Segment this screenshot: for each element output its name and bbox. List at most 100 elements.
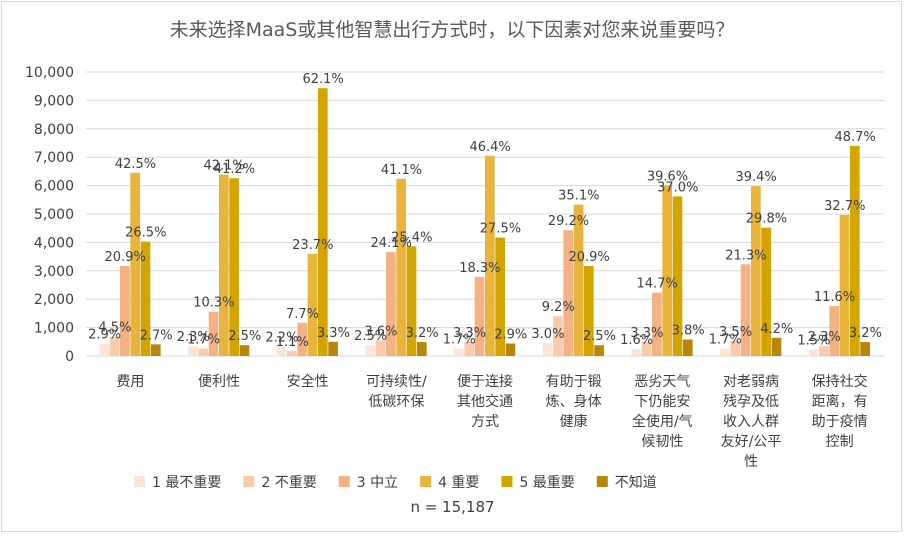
y-tick-label: 5,000 bbox=[34, 207, 74, 223]
bar bbox=[682, 339, 693, 356]
data-label: 3.3% bbox=[453, 326, 486, 341]
bar bbox=[662, 185, 673, 356]
legend-label: 1 最不重要 bbox=[152, 475, 221, 491]
bar bbox=[594, 345, 604, 356]
x-tick-label: 距离，有 bbox=[812, 393, 868, 410]
x-tick-label: 助于疫情 bbox=[812, 414, 868, 430]
bar bbox=[761, 227, 771, 356]
y-tick-label: 8,000 bbox=[34, 122, 74, 138]
data-label: 1.6% bbox=[620, 333, 653, 348]
bar bbox=[365, 345, 376, 356]
data-label: 14.7% bbox=[637, 277, 678, 292]
data-label: 21.3% bbox=[725, 248, 766, 263]
data-label: 20.9% bbox=[105, 250, 146, 265]
data-label: 3.5% bbox=[719, 325, 752, 340]
bar bbox=[740, 264, 751, 356]
x-tick-label: 候韧性 bbox=[641, 434, 683, 450]
data-label: 41.2% bbox=[214, 162, 255, 177]
legend-label: 不知道 bbox=[615, 474, 657, 491]
legend-swatch bbox=[243, 476, 255, 487]
bar bbox=[652, 292, 662, 356]
bar bbox=[542, 342, 553, 356]
data-label: 2.5% bbox=[228, 329, 261, 344]
y-tick-label: 2,000 bbox=[34, 292, 74, 308]
data-label: 42.5% bbox=[115, 157, 156, 172]
x-tick-label: 全使用/气 bbox=[632, 413, 693, 430]
bar bbox=[208, 311, 219, 356]
bar bbox=[188, 346, 198, 356]
y-tick-label: 1,000 bbox=[34, 321, 74, 337]
legend-swatch bbox=[134, 476, 145, 487]
data-label: 48.7% bbox=[834, 130, 875, 145]
data-label: 39.6% bbox=[647, 169, 688, 184]
y-tick-label: 9,000 bbox=[34, 93, 74, 109]
data-label: 3.3% bbox=[317, 326, 350, 341]
data-label: 3.8% bbox=[672, 324, 705, 339]
data-label: 20.9% bbox=[568, 250, 609, 265]
x-tick-label: 下仍能安 bbox=[634, 394, 690, 410]
bar bbox=[771, 337, 782, 356]
data-label: 1.5% bbox=[797, 333, 830, 348]
chart-title: 未来选择MaaS或其他智慧出行方式时，以下因素对您来说重要吗？ bbox=[170, 19, 735, 41]
x-tick-label: 其他交通 bbox=[457, 393, 513, 410]
data-label: 32.7% bbox=[824, 199, 865, 214]
legend-label: 4 重要 bbox=[438, 475, 479, 491]
x-tick-label: 便利性 bbox=[198, 374, 240, 390]
data-label: 46.4% bbox=[469, 140, 510, 155]
legend-swatch bbox=[596, 476, 608, 487]
x-tick-label: 控制 bbox=[826, 434, 854, 450]
legend-swatch bbox=[338, 476, 350, 487]
data-label: 24.1% bbox=[371, 236, 412, 251]
bar bbox=[563, 230, 574, 356]
bar bbox=[454, 348, 464, 356]
data-label: 1.7% bbox=[709, 333, 742, 348]
bar bbox=[495, 237, 505, 356]
bar bbox=[829, 306, 840, 356]
data-label: 3.3% bbox=[630, 326, 663, 341]
data-label: 18.3% bbox=[459, 261, 500, 276]
data-label: 3.0% bbox=[531, 327, 564, 342]
data-label: 3.2% bbox=[849, 326, 882, 341]
bar bbox=[553, 316, 563, 356]
data-label: 10.3% bbox=[193, 296, 234, 311]
bar bbox=[730, 340, 741, 356]
x-tick-label: 炼、身体 bbox=[546, 394, 602, 410]
bar bbox=[406, 246, 417, 356]
data-label: 62.1% bbox=[302, 72, 343, 87]
y-tick-label: 3,000 bbox=[34, 264, 74, 280]
bar bbox=[474, 277, 485, 356]
bar bbox=[239, 345, 250, 356]
bar bbox=[99, 343, 110, 356]
data-label: 1.7% bbox=[443, 333, 476, 348]
bar bbox=[819, 346, 829, 356]
y-tick-label: 10,000 bbox=[25, 65, 74, 81]
data-label: 35.1% bbox=[558, 189, 599, 204]
legend-swatch bbox=[420, 476, 432, 487]
data-label: 2.5% bbox=[583, 329, 616, 344]
bars bbox=[99, 88, 870, 357]
bar bbox=[583, 265, 594, 356]
x-tick-label: 有助于锻 bbox=[546, 374, 602, 390]
x-tick-label: 恶劣天气 bbox=[634, 374, 690, 390]
legend: 1 最不重要 2 不重要 3 中立 4 重要 5 最重要 不知道 bbox=[134, 474, 657, 491]
bar bbox=[505, 343, 516, 356]
data-label: 4.5% bbox=[98, 321, 131, 336]
data-label: 39.4% bbox=[735, 170, 776, 185]
data-label: 37.0% bbox=[657, 180, 698, 195]
bar bbox=[287, 351, 297, 356]
bar bbox=[140, 241, 151, 356]
x-tick-label: 保持社交 bbox=[812, 373, 868, 390]
bar bbox=[808, 349, 819, 356]
bar bbox=[672, 196, 683, 356]
data-label: 2.3% bbox=[808, 330, 841, 345]
bar bbox=[416, 342, 427, 356]
data-label: 11.6% bbox=[814, 290, 855, 305]
data-label: 2.7% bbox=[140, 328, 173, 343]
bar bbox=[573, 204, 584, 356]
bar bbox=[229, 178, 239, 356]
x-tick-label: 方式 bbox=[471, 414, 499, 430]
data-label: 27.5% bbox=[480, 222, 521, 237]
data-label: 29.8% bbox=[746, 212, 787, 227]
